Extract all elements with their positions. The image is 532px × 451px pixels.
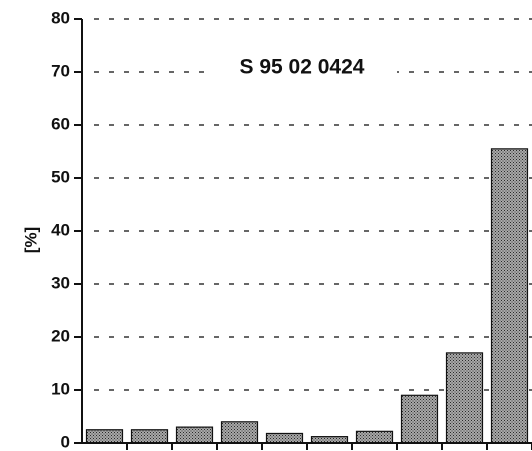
bar-9 [445, 352, 484, 444]
x-tick-marks [126, 443, 532, 450]
bar-1 [85, 429, 124, 444]
chart-title: S 95 02 0424 [240, 56, 365, 79]
y-tick-label-10: 10 [51, 379, 70, 398]
y-tick-labels: 0 10 20 30 40 50 60 70 80 [51, 8, 70, 451]
y-tick-label-50: 50 [51, 167, 70, 186]
bar-8 [400, 394, 439, 444]
y-tick-label-0: 0 [61, 432, 70, 451]
bar-3 [175, 426, 214, 444]
bar-4 [220, 421, 259, 444]
y-tick-label-20: 20 [51, 326, 70, 345]
bars [85, 148, 529, 444]
y-tick-label-30: 30 [51, 273, 70, 292]
y-tick-label-80: 80 [51, 8, 70, 27]
bar-7 [355, 430, 394, 444]
bar-10 [490, 148, 529, 444]
title-background [205, 50, 397, 86]
y-axis-label: [%] [21, 227, 40, 253]
y-tick-label-60: 60 [51, 114, 70, 133]
y-tick-label-40: 40 [51, 220, 70, 239]
y-tick-label-70: 70 [51, 61, 70, 80]
bar-2 [130, 429, 169, 444]
bar-5 [265, 432, 304, 444]
